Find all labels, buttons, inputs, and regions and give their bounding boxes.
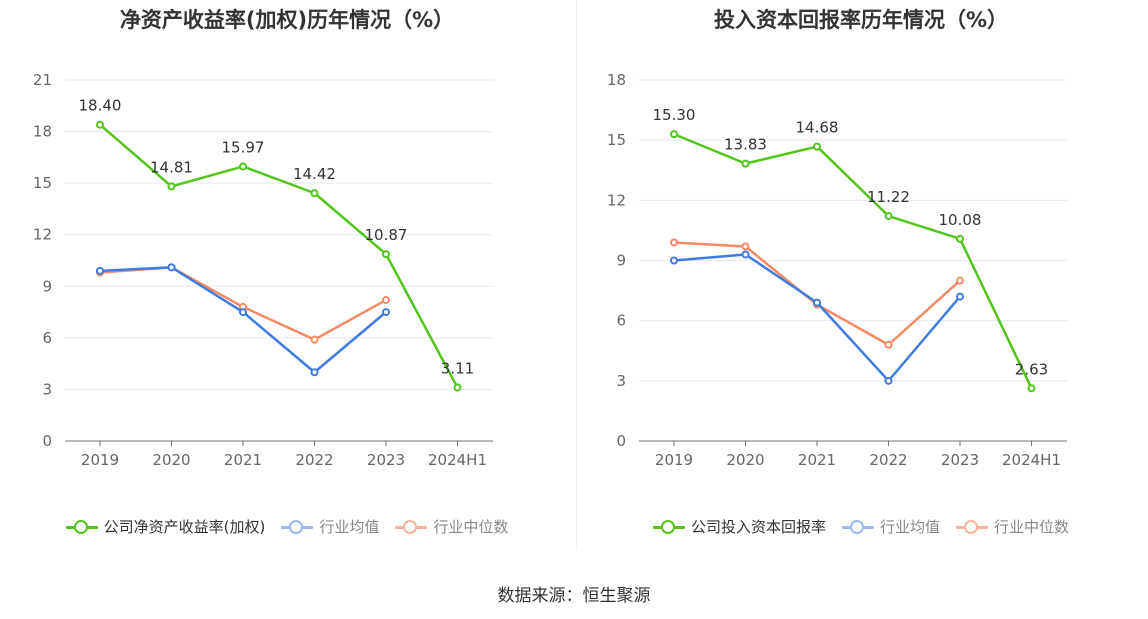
- data-point-industry-avg: [239, 308, 247, 317]
- y-tick-label: 9: [42, 277, 52, 295]
- roic-chart-title: 投入资本回报率历年情况（%）: [713, 8, 1009, 32]
- legend-label: 行业均值: [879, 518, 940, 536]
- roic-chart-legend: 公司投入资本回报率 行业均值 行业中位数: [574, 516, 1148, 537]
- y-tick-label: 21: [33, 71, 52, 89]
- y-tick-label: 18: [33, 123, 52, 141]
- x-tick-label: 2019: [81, 451, 119, 469]
- legend-label: 公司净资产收益率(加权): [103, 518, 266, 536]
- data-point-industry-avg: [813, 298, 821, 307]
- legend-line-marker-icon: [841, 519, 874, 534]
- roe-chart-panel: 净资产收益率(加权)历年情况（%） 0 3 6 9 12 15 18 21 2019 2020 20…: [0, 0, 574, 560]
- data-label: 3.11: [441, 360, 474, 378]
- roe-chart-plot: 0 3 6 9 12 15 18 21 2019 2020 2021 2022 2023 2024H1 18…: [33, 71, 493, 469]
- x-tick-label: 2022: [869, 451, 907, 469]
- data-point-industry-median: [741, 242, 750, 251]
- roic-chart-panel: 投入资本回报率历年情况（%） 0 3 6 9 12 15 18 2019 2020 2021 202…: [574, 0, 1148, 560]
- roe-chart-title: 净资产收益率(加权)历年情况（%）: [119, 8, 455, 32]
- data-label: 10.08: [939, 211, 982, 229]
- data-label: 14.81: [150, 158, 193, 176]
- y-tick-label: 0: [42, 432, 52, 450]
- data-point-industry-avg: [670, 256, 678, 265]
- data-point-company: [382, 250, 390, 259]
- y-tick-label: 15: [33, 174, 52, 192]
- legend-line-marker-icon: [281, 519, 314, 534]
- x-tick-label: 2023: [941, 451, 979, 469]
- series-line-company: [673, 132, 1033, 389]
- data-point-company: [670, 130, 678, 139]
- roic-chart-plot: 0 3 6 9 12 15 18 2019 2020 2021 2022 2023 2024H1 15.3…: [607, 71, 1067, 469]
- data-point-industry-avg: [310, 368, 319, 377]
- data-label: 15.30: [653, 106, 696, 124]
- legend-line-marker-icon: [652, 519, 685, 534]
- data-point-industry-median: [382, 296, 390, 305]
- x-tick-label: 2024H1: [428, 451, 487, 469]
- panel-divider: [576, 0, 577, 550]
- data-point-industry-avg: [956, 292, 964, 301]
- y-tick-label: 15: [607, 131, 626, 149]
- data-point-company: [813, 142, 821, 151]
- legend-item-industry-median[interactable]: 行业中位数: [395, 516, 508, 537]
- data-label: 18.40: [79, 97, 122, 115]
- data-source-note: 数据来源：恒生聚源: [497, 586, 651, 606]
- data-point-industry-avg: [884, 376, 893, 385]
- x-tick-label: 2019: [655, 451, 693, 469]
- y-tick-label: 0: [616, 432, 626, 450]
- y-tick-label: 6: [616, 312, 626, 330]
- x-tick-label: 2022: [295, 451, 333, 469]
- data-point-company: [96, 120, 104, 129]
- legend-label: 行业中位数: [994, 518, 1070, 536]
- data-point-industry-median: [310, 335, 319, 344]
- data-point-industry-median: [670, 238, 678, 247]
- data-point-industry-avg: [741, 250, 750, 259]
- legend-label: 公司投入资本回报率: [690, 518, 826, 536]
- x-tick-label: 2021: [798, 451, 836, 469]
- data-point-industry-avg: [167, 263, 176, 272]
- data-label: 14.68: [796, 119, 839, 137]
- y-tick-label: 12: [33, 226, 52, 244]
- data-label: 15.97: [222, 138, 265, 156]
- x-tick-label: 2024H1: [1002, 451, 1061, 469]
- data-point-industry-median: [884, 340, 893, 349]
- data-label: 2.63: [1015, 360, 1048, 378]
- data-point-company: [1027, 384, 1036, 393]
- x-tick-label: 2021: [224, 451, 262, 469]
- data-point-company: [310, 189, 319, 198]
- data-point-company: [453, 383, 462, 392]
- y-tick-label: 6: [42, 329, 52, 347]
- legend-item-industry-median[interactable]: 行业中位数: [956, 516, 1069, 537]
- legend-item-company-roe[interactable]: 公司净资产收益率(加权): [65, 516, 266, 537]
- data-point-industry-avg: [382, 308, 390, 317]
- legend-label: 行业中位数: [433, 518, 509, 536]
- y-tick-label: 3: [616, 372, 626, 390]
- data-point-company: [884, 211, 893, 220]
- data-point-company: [956, 234, 964, 243]
- data-point-company: [167, 182, 176, 191]
- data-point-industry-avg: [96, 266, 104, 275]
- data-point-company: [741, 159, 750, 168]
- legend-item-industry-avg[interactable]: 行业均值: [841, 516, 940, 537]
- legend-item-company-roic[interactable]: 公司投入资本回报率: [652, 516, 826, 537]
- series-line-company: [99, 123, 459, 389]
- data-point-company: [239, 162, 247, 171]
- data-point-industry-median: [956, 276, 964, 285]
- x-tick-label: 2023: [367, 451, 405, 469]
- legend-label: 行业均值: [319, 518, 380, 536]
- data-label: 14.42: [293, 165, 336, 183]
- y-tick-label: 9: [616, 252, 626, 270]
- legend-line-marker-icon: [65, 519, 98, 534]
- legend-line-marker-icon: [956, 519, 988, 534]
- data-label: 11.22: [867, 188, 910, 206]
- roe-chart-legend: 公司净资产收益率(加权) 行业均值 行业中位数: [0, 516, 574, 537]
- data-label: 10.87: [365, 226, 408, 244]
- y-tick-label: 18: [607, 71, 626, 89]
- y-tick-label: 12: [607, 191, 626, 209]
- x-tick-label: 2020: [726, 451, 764, 469]
- series-line-industry-avg: [99, 266, 387, 374]
- data-label: 13.83: [724, 136, 767, 154]
- x-tick-label: 2020: [152, 451, 190, 469]
- legend-line-marker-icon: [395, 519, 428, 534]
- legend-item-industry-avg[interactable]: 行业均值: [281, 516, 379, 537]
- y-tick-label: 3: [42, 380, 52, 398]
